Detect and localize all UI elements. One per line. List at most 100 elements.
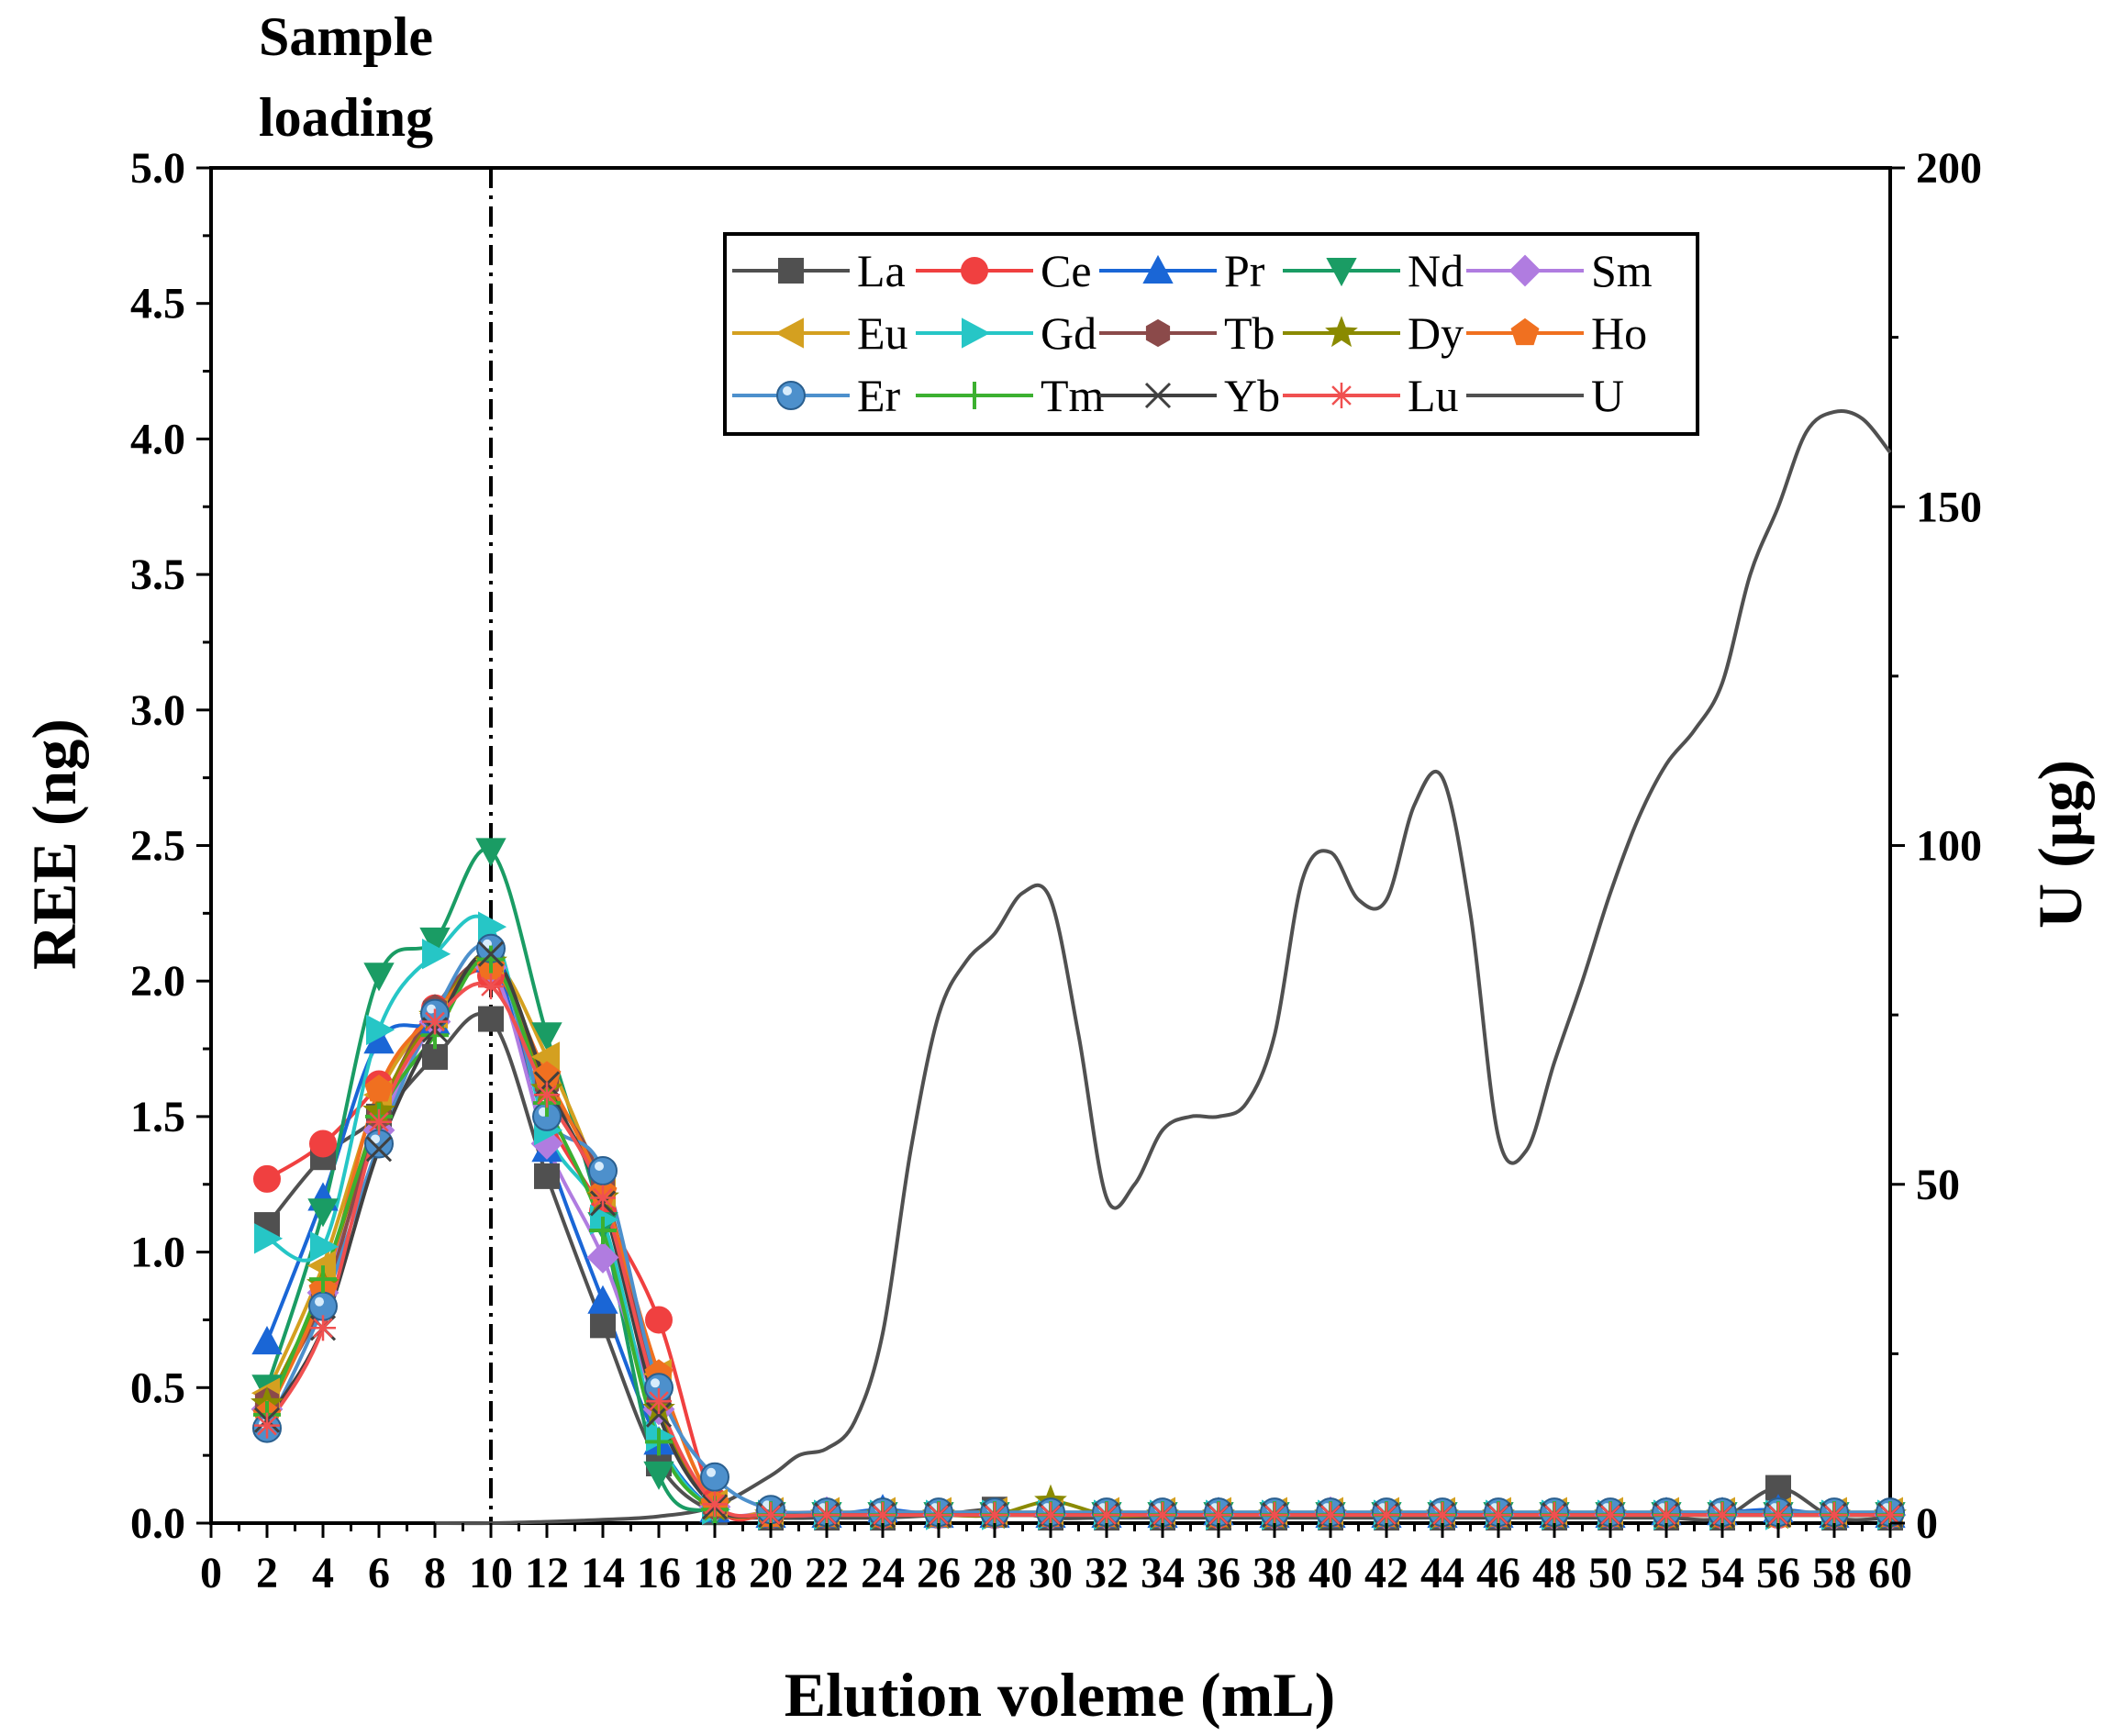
x-tick-label: 20 xyxy=(749,1549,793,1597)
legend-label: Sm xyxy=(1591,245,1653,296)
series-line-Nd xyxy=(265,847,1890,1519)
data-point-Lu xyxy=(1094,1502,1119,1529)
series-line-Ho xyxy=(265,963,1890,1520)
series-line-Er xyxy=(265,943,1890,1515)
legend-label: Er xyxy=(857,370,901,421)
data-point-Nd xyxy=(307,1198,339,1228)
u-series-layer xyxy=(434,408,1892,1526)
legend-item-Eu: Eu xyxy=(732,307,908,359)
data-point-Er xyxy=(700,1462,729,1492)
legend-item-Yb: Yb xyxy=(1099,370,1280,421)
x-tick-label: 34 xyxy=(1141,1549,1185,1597)
data-point-Lu xyxy=(590,1185,616,1211)
data-point-Tm xyxy=(477,945,505,974)
x-tick-label: 40 xyxy=(1308,1549,1353,1597)
data-point-Lu xyxy=(870,1502,896,1529)
x-tick-label: 4 xyxy=(312,1549,334,1597)
data-point-Lu xyxy=(366,1108,392,1135)
data-point-Tm xyxy=(645,1428,673,1456)
data-point-Gd xyxy=(366,1014,395,1046)
legend: La Ce Pr Nd Sm Eu Gd Tb Dy Ho Er Tm Yb Lu U xyxy=(723,232,1699,436)
data-point-Yb xyxy=(477,940,505,967)
legend-item-Pr: Pr xyxy=(1099,245,1265,296)
legend-item-Dy: Dy xyxy=(1283,307,1464,359)
series-line-La xyxy=(265,1011,1891,1522)
data-point-La xyxy=(534,1163,560,1189)
x-tick-label: 38 xyxy=(1252,1549,1297,1597)
data-point-Pr xyxy=(587,1285,618,1314)
x-tick-label: 42 xyxy=(1364,1549,1408,1597)
legend-item-Ho: Ho xyxy=(1466,307,1647,359)
legend-marker xyxy=(1510,317,1540,346)
x-tick-label: 26 xyxy=(917,1549,961,1597)
data-point-Gd xyxy=(310,1231,340,1263)
legend-label: Ce xyxy=(1041,245,1092,296)
x-tick-label: 36 xyxy=(1197,1549,1241,1597)
y-tick-label: 1.0 xyxy=(130,1229,185,1277)
data-point-Ce xyxy=(309,1130,337,1158)
data-point-Lu xyxy=(1486,1502,1511,1529)
y-tick-label: 4.0 xyxy=(130,415,185,463)
y2-tick-label: 0 xyxy=(1916,1499,1938,1548)
axes-layer: 0 2 4 6 8 10 12 14 16 18 20 22 24 26 28 30 32 34 36 38 40 42 4… xyxy=(130,144,1982,1597)
y2-tick-label: 100 xyxy=(1916,822,1982,871)
data-point-Nd xyxy=(419,927,451,957)
legend-label: Dy xyxy=(1408,307,1464,359)
data-point-Nd xyxy=(363,963,395,992)
ree-lines-layer xyxy=(265,847,1891,1522)
legend-item-Lu: Lu xyxy=(1283,370,1459,421)
data-point-Lu xyxy=(534,1082,560,1108)
data-point-Ce xyxy=(253,1164,281,1193)
legend-marker xyxy=(961,382,988,409)
y2-tick-label: 150 xyxy=(1916,483,1982,531)
y-axis-title: REE (ng) xyxy=(19,718,89,970)
data-point-Er xyxy=(588,1155,618,1185)
x-tick-label: 46 xyxy=(1476,1549,1520,1597)
x-tick-label: 44 xyxy=(1420,1549,1464,1597)
y-tick-label: 1.5 xyxy=(130,1093,185,1141)
y-tick-label: 5.0 xyxy=(130,144,185,193)
y2-tick-label: 50 xyxy=(1916,1161,1960,1209)
legend-item-Tb: Tb xyxy=(1099,307,1275,359)
data-point-Lu xyxy=(926,1502,952,1529)
y-tick-label: 3.5 xyxy=(130,551,185,599)
legend-marker xyxy=(962,317,991,349)
legend-marker xyxy=(778,258,804,284)
y-tick-label: 4.5 xyxy=(130,280,185,328)
data-point-Lu xyxy=(1038,1502,1063,1529)
legend-label: Yb xyxy=(1224,370,1280,421)
x-tick-label: 14 xyxy=(581,1549,625,1597)
legend-item-Sm: Sm xyxy=(1466,245,1653,296)
legend-marker xyxy=(1508,254,1542,287)
legend-label: Nd xyxy=(1408,245,1464,296)
legend-label: Gd xyxy=(1041,307,1097,359)
data-point-Lu xyxy=(478,974,504,1000)
ree-markers-layer xyxy=(250,838,1907,1531)
data-point-Yb xyxy=(365,1136,393,1163)
x-tick-label: 22 xyxy=(805,1549,849,1597)
x-tick-label: 58 xyxy=(1812,1549,1856,1597)
x-tick-label: 6 xyxy=(368,1549,390,1597)
x-tick-label: 12 xyxy=(525,1549,569,1597)
x-tick-label: 32 xyxy=(1085,1549,1129,1597)
data-point-Lu xyxy=(422,1008,448,1035)
data-point-Tm xyxy=(589,1216,617,1244)
x-tick-label: 56 xyxy=(1756,1549,1800,1597)
data-point-Nd xyxy=(531,1022,562,1052)
series-line-U xyxy=(434,408,1892,1526)
y-tick-label: 0.0 xyxy=(130,1499,185,1548)
legend-marker xyxy=(776,381,806,410)
legend-label: U xyxy=(1591,370,1624,421)
legend-marker xyxy=(961,257,988,284)
legend-marker xyxy=(1145,318,1171,348)
legend-item-U: U xyxy=(1466,370,1624,421)
data-point-Ho xyxy=(364,1074,394,1102)
data-point-La xyxy=(478,1006,504,1032)
x-axis-title: Elution voleme (mL) xyxy=(785,1660,1336,1730)
x-tick-label: 10 xyxy=(469,1549,513,1597)
x-tick-label: 16 xyxy=(637,1549,681,1597)
legend-item-Gd: Gd xyxy=(916,307,1097,359)
data-point-Lu xyxy=(982,1502,1007,1529)
data-point-Lu xyxy=(1150,1502,1175,1529)
